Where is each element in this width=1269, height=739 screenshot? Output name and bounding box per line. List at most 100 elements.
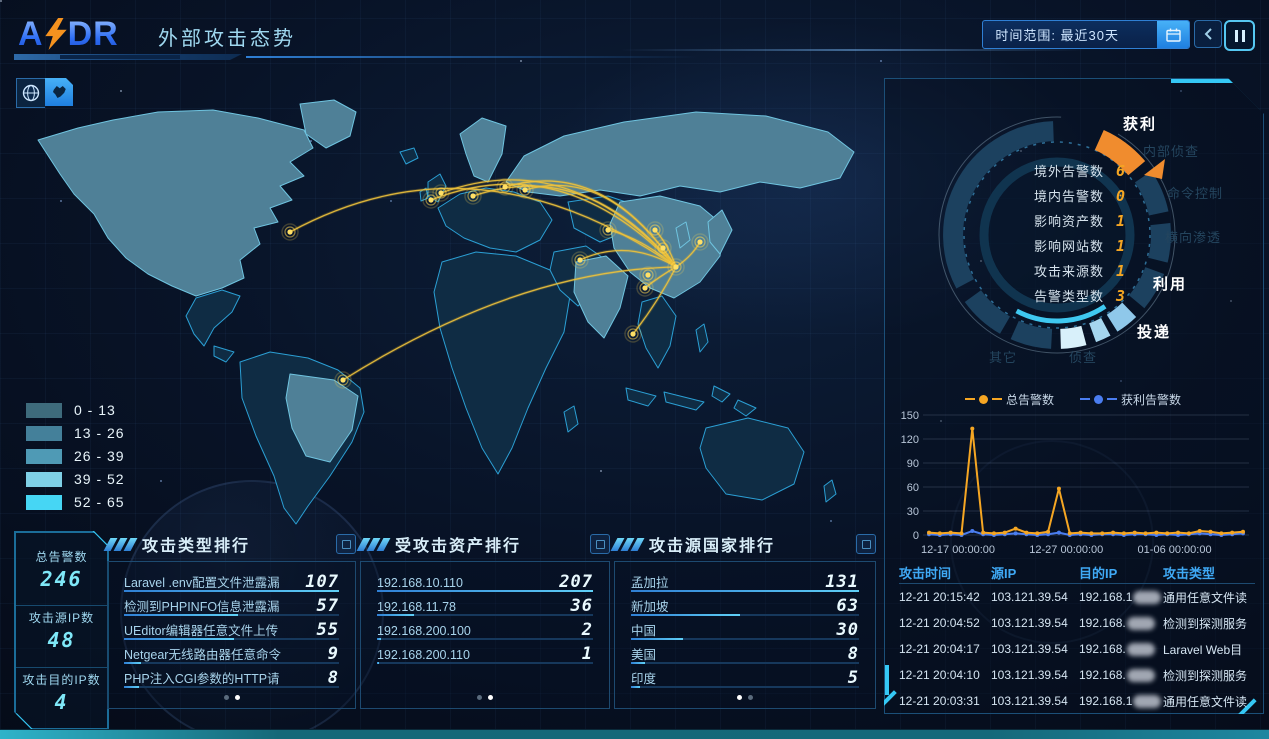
ring-stat-value: 3 [1116,287,1126,305]
panel-title: 攻击源国家排行 [649,538,776,555]
rank-value: 63 [836,596,859,616]
collapse-button[interactable] [1194,20,1222,48]
stat-label: 攻击目的IP数 [22,672,101,687]
rank-value: 9 [327,644,339,664]
rank-label: 中国 [631,624,657,638]
rank-label: 孟加拉 [631,576,669,590]
header-underline [246,56,698,58]
ring-stat-row: 境外告警数 6 [945,161,1130,186]
panel-source-country-rank: 攻击源国家排行 孟加拉 131 新加坡 63 中国 30 美国 8 印度 5 [610,531,876,731]
dest-ip-text: 192.168.1 [1079,694,1133,708]
rank-row: Netgear无线路由器任意命令 9 [124,644,339,664]
legend-swatch [26,448,62,464]
pagination-dot[interactable] [234,695,240,700]
slashes-icon [356,537,391,551]
header-underline-right [620,49,1086,51]
rank-row: PHP注入CGI参数的HTTP请 8 [124,668,339,688]
legend-item: 总告警数 [965,391,1054,408]
time-range-picker[interactable]: 时间范围: 最近30天 [982,20,1190,49]
rank-bar-track [631,686,859,688]
ring-label-4: 横向渗透 [1165,230,1222,245]
rank-value: 30 [836,620,859,640]
cell-attack-time: 12-21 20:04:17 [899,642,980,656]
panel-menu-icon [861,539,871,549]
ring-stat-label: 攻击来源数 [1033,264,1104,279]
legend-item: 获利告警数 [1080,391,1181,408]
china-view-toggle[interactable] [45,78,73,106]
cell-dest-ip: 192.168.1 [1079,694,1163,708]
panel-menu-icon [595,539,605,549]
rank-row: 孟加拉 131 [631,572,859,592]
panel-attack-type-rank: 攻击类型排行 Laravel .env配置文件泄露漏 107 检测到PHPINFO信息… [103,531,356,731]
rank-value: 107 [305,572,339,592]
rank-value: 8 [327,668,339,688]
rank-row: 192.168.200.100 2 [377,620,593,640]
pagination-dot[interactable] [748,695,753,700]
ring-stat-row: 攻击来源数 1 [945,261,1130,286]
ring-label-5: 利用 [1153,276,1188,293]
pause-button[interactable] [1224,20,1255,51]
rank-list: 孟加拉 131 新加坡 63 中国 30 美国 8 印度 5 [614,561,876,709]
bottom-accent-strip [0,729,1269,739]
legend-text: 获利告警数 [1121,392,1182,407]
pagination-dot[interactable] [223,695,229,700]
starfield [0,0,2,2]
cell-attack-time: 12-21 20:04:52 [899,616,980,630]
masked-ip-blur [1127,669,1155,682]
table-row: 12-21 20:04:17 103.121.39.54 192.168. Larav… [899,636,1255,662]
rank-row: UEditor编辑器任意文件上传 55 [124,620,339,640]
svg-text:150: 150 [901,410,919,422]
pagination-dot[interactable] [737,695,742,700]
table-row: 12-21 20:03:31 103.121.39.54 192.168.1 通用任意… [899,688,1255,714]
legend-row: 26 - 39 [26,448,125,464]
panel-menu-icon [341,539,351,549]
rank-bar-fill [377,662,380,664]
panel-attacked-assets-rank: 受攻击资产排行 192.168.10.110 207 192.168.11.78 36 1… [356,531,610,731]
rank-label: 192.168.11.78 [377,600,457,614]
masked-ip-blur [1127,617,1155,630]
logo-text-a: A [18,14,44,53]
rank-row: 印度 5 [631,668,859,688]
dest-ip-text: 192.168. [1079,668,1126,682]
kill-chain-ring-svg [907,85,1207,385]
rank-label: 美国 [631,648,657,662]
panel-header: 攻击类型排行 [103,531,356,557]
table-row: 12-21 20:04:10 103.121.39.54 192.168. 检测到探测… [899,662,1255,688]
legend-line [992,398,1002,400]
cell-attack-time: 12-21 20:03:31 [899,694,980,708]
legend-line [965,398,975,400]
rank-bar-track [377,614,593,616]
header-underline-bar [14,54,242,60]
ring-stat-row: 影响网站数 1 [945,236,1130,261]
rank-row: 192.168.10.110 207 [377,572,593,592]
alert-trend-chart: 总告警数 获利告警数 0 30 60 90 120 150 12-17 00:00:00 12-… [887,389,1259,566]
ring-label-1: 获利 [1123,116,1158,133]
dest-ip-text: 192.168. [1079,642,1126,656]
pagination-dots [361,695,609,700]
rank-bar-track [124,590,339,592]
cell-attack-time: 12-21 20:15:42 [899,590,980,604]
rank-label: 192.168.200.100 [377,624,471,638]
legend-swatch [26,471,62,487]
cell-source-ip: 103.121.39.54 [991,694,1068,708]
rank-bar-track [377,590,593,592]
panel-menu-button[interactable] [336,534,356,554]
table-header-cell: 攻击类型 [1163,565,1216,581]
pagination-dot[interactable] [477,695,482,700]
ring-stat-value: 1 [1116,262,1126,280]
cell-source-ip: 103.121.39.54 [991,642,1068,656]
world-view-toggle[interactable] [16,78,45,108]
svg-text:60: 60 [907,482,919,494]
svg-text:30: 30 [907,506,919,518]
rank-value: 36 [570,596,593,616]
attack-world-map [8,90,876,535]
panel-menu-button[interactable] [856,534,876,554]
pagination-dot[interactable] [488,695,493,700]
legend-label: 52 - 65 [74,494,125,510]
calendar-button[interactable] [1157,21,1189,48]
masked-ip-blur [1133,695,1161,708]
rank-label: Netgear无线路由器任意命令 [124,648,281,662]
panel-menu-button[interactable] [590,534,610,554]
rank-bar-track [631,638,859,640]
ring-stat-value: 6 [1116,162,1126,180]
